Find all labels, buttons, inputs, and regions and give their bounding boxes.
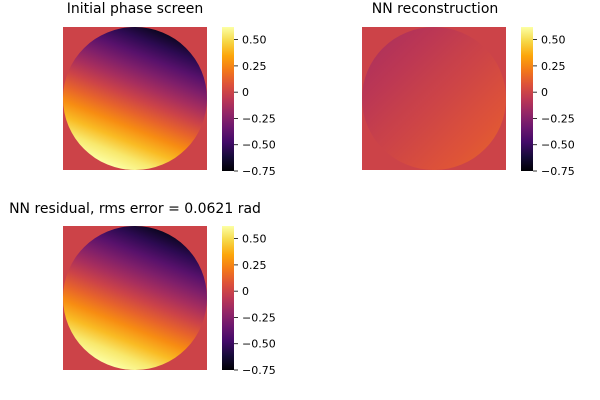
- colorbar-tick-label: −0.75: [242, 165, 276, 178]
- heatmap-panel-2: NN reconstruction 0.50 0.25 0 −0.25 −0.50 −0.7…: [362, 1, 575, 178]
- colorbar-tick-label: −0.25: [242, 112, 276, 125]
- pupil-phase-map: [63, 27, 207, 170]
- colorbar: 0.50 0.25 0 −0.25 −0.50 −0.75: [222, 226, 276, 377]
- colorbar-gradient: [222, 226, 234, 370]
- colorbar-tick-label: 0.50: [242, 233, 267, 246]
- colorbar-tick-label: −0.25: [242, 311, 276, 324]
- colorbar-tick-label: 0: [242, 285, 249, 298]
- pupil-phase-map: [63, 226, 207, 370]
- colorbar-tick-label: −0.75: [242, 364, 276, 377]
- panel-title: NN residual, rms error = 0.0621 rad: [9, 201, 261, 217]
- colorbar: 0.50 0.25 0 −0.25 −0.50 −0.75: [222, 27, 276, 178]
- colorbar-tick-label: −0.50: [242, 139, 276, 152]
- heatmap-panel-3: NN residual, rms error = 0.0621 rad0.500…: [9, 201, 276, 377]
- colorbar-tick-label: 0.50: [541, 34, 566, 47]
- heatmap-panel-1: Initial phase screen 0.50 0.25 0 −0.25 −0.50 −…: [63, 1, 276, 178]
- colorbar: 0.50 0.25 0 −0.25 −0.50 −0.75: [521, 27, 575, 178]
- colorbar-tick-label: 0.50: [242, 34, 267, 47]
- colorbar-tick-label: 0.25: [242, 259, 267, 272]
- colorbar-tick-label: −0.75: [541, 165, 575, 178]
- colorbar-tick-label: 0.25: [541, 60, 566, 73]
- colorbar-tick-label: −0.50: [541, 139, 575, 152]
- pupil-phase-map: [362, 27, 506, 170]
- colorbar-tick-label: −0.50: [242, 338, 276, 351]
- colorbar-gradient: [222, 27, 234, 171]
- colorbar-tick-label: −0.25: [541, 112, 575, 125]
- panel-title: NN reconstruction: [372, 1, 499, 17]
- panel-title: Initial phase screen: [67, 1, 203, 17]
- colorbar-tick-label: 0: [541, 86, 548, 99]
- colorbar-gradient: [521, 27, 533, 171]
- colorbar-tick-label: 0.25: [242, 60, 267, 73]
- colorbar-tick-label: 0: [242, 86, 249, 99]
